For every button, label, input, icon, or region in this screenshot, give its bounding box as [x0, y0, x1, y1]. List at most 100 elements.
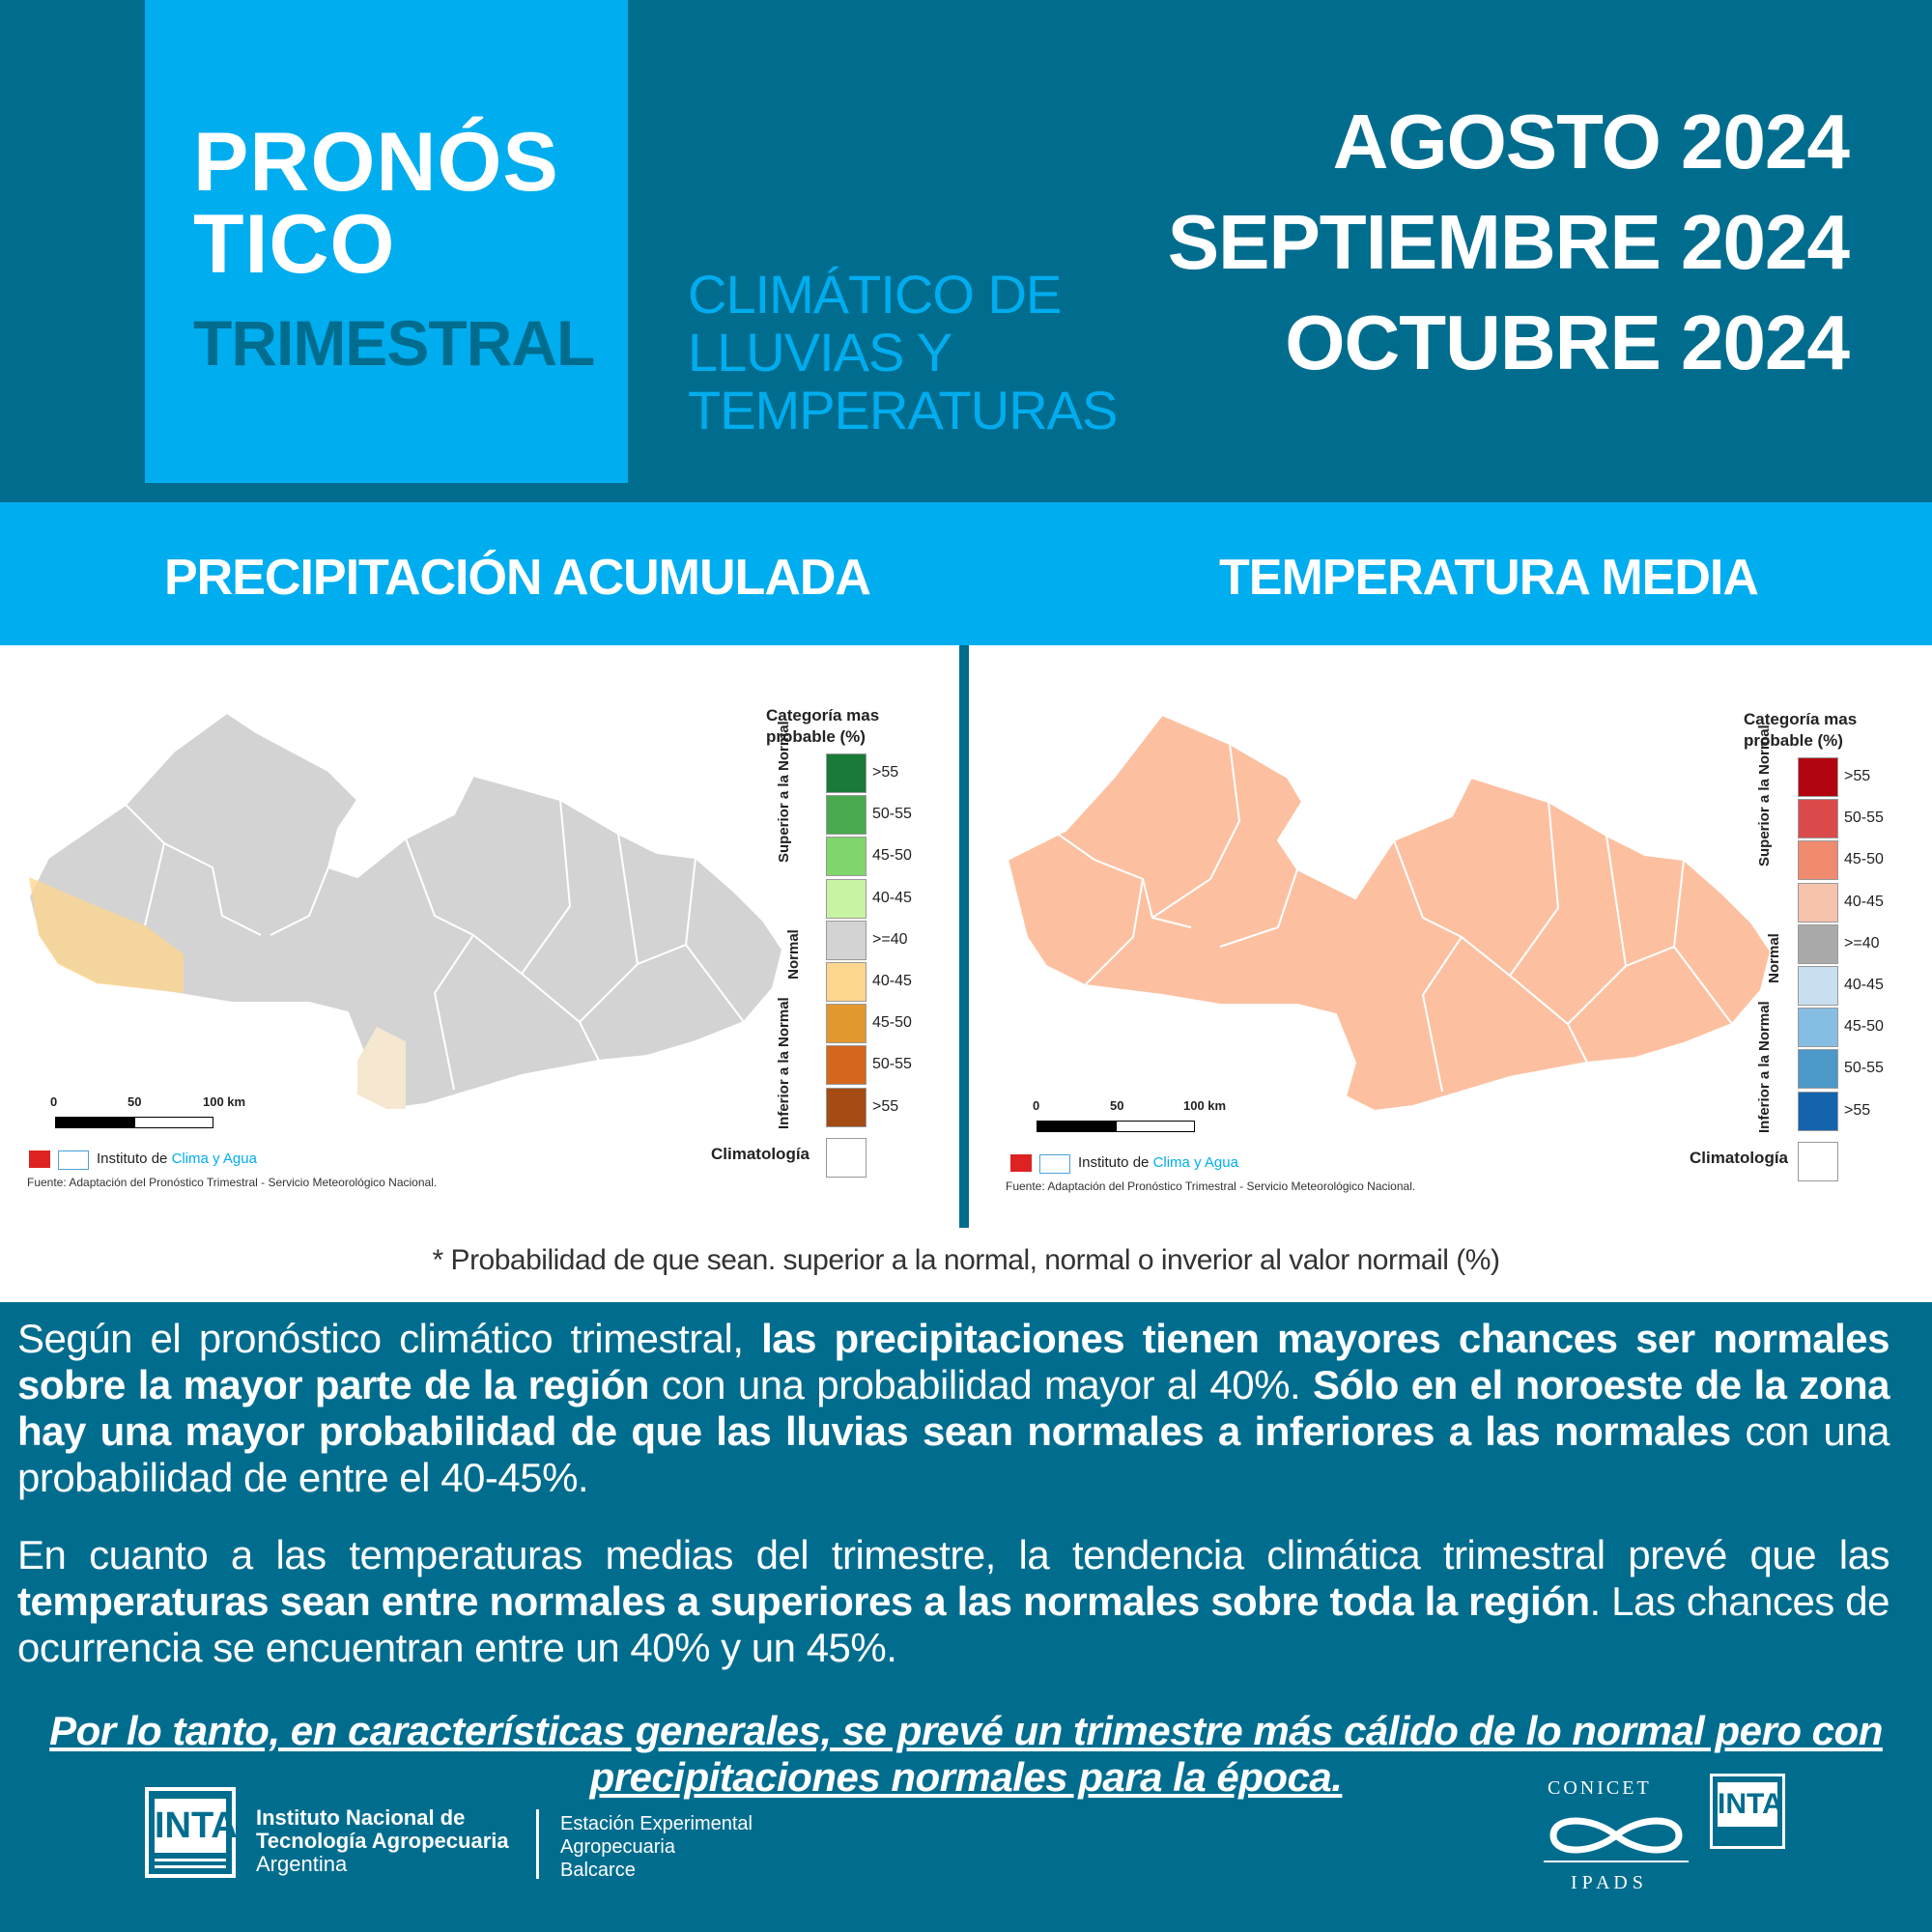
inta-name-line: Instituto Nacional de: [256, 1805, 466, 1830]
text-run-bold: Sólo en el noroeste de la zona hay una m…: [17, 1362, 1890, 1454]
legend-swatch: [826, 1087, 867, 1127]
legend-swatch: [1798, 840, 1838, 881]
source-text: Fuente: Adaptación del Pronóstico Trimes…: [1006, 1179, 1416, 1193]
months-list: AGOSTO 2024 SEPTIEMBRE 2024 OCTUBRE 2024: [1168, 92, 1850, 393]
legend-label: >55: [872, 764, 899, 781]
logo-line: [155, 1859, 226, 1861]
scale-bar-black: [55, 1117, 134, 1128]
legend-swatch: [1798, 1008, 1838, 1048]
legend-title-line: Categoría mas: [1744, 710, 1858, 728]
legend-label: >=40: [1844, 934, 1880, 952]
inta-mini-logo: [1010, 1154, 1032, 1172]
conclusion: Por lo tanto, en características general…: [49, 1708, 1883, 1800]
text-run: En cuanto a las temperaturas medias del …: [17, 1532, 1890, 1577]
logo-line: [155, 1865, 226, 1868]
credit-highlight: Clima y Agua: [1152, 1154, 1238, 1171]
legend-swatch: [826, 753, 867, 793]
legend-label: 50-55: [872, 806, 912, 823]
scale-label: 100 km: [203, 1094, 246, 1109]
legend-label: 50-55: [1844, 1060, 1884, 1077]
text-run-bold: temperaturas sean entre normales a super…: [17, 1578, 1590, 1624]
section-bar: PRECIPITACIÓN ACUMULADA TEMPERATURA MEDI…: [0, 502, 1932, 645]
legend-label: >=40: [872, 930, 908, 948]
scale-label: 50: [1110, 1098, 1124, 1113]
climatologia-swatch: [826, 1138, 867, 1178]
inta-logo-text: INTA: [155, 1799, 238, 1853]
text-run-bold: las precipitaciones tienen mayores chanc…: [17, 1316, 1889, 1407]
inta-name: Instituto Nacional de Tecnología Agropec…: [256, 1806, 509, 1876]
inta-name-line: Argentina: [256, 1852, 348, 1876]
title-line-1: PRONÓS: [193, 116, 559, 209]
legend-swatch: [1798, 882, 1838, 923]
scale-label: 50: [128, 1094, 142, 1109]
title-box: PRONÓS TICO TRIMESTRAL: [145, 0, 628, 483]
precip-section-title: PRECIPITACIÓN ACUMULADA: [164, 550, 871, 606]
legend-swatch: [826, 920, 867, 960]
conicet-label: CONICET: [1548, 1777, 1652, 1799]
legend-label: >55: [1844, 1101, 1871, 1119]
climatologia-label: Climatología: [1690, 1149, 1789, 1167]
inta-logo-small: INTA: [1710, 1774, 1785, 1849]
legend-group-normal: Normal: [1766, 933, 1782, 983]
station-line: Agropecuaria: [560, 1836, 675, 1858]
clima-agua-icon: [58, 1151, 89, 1170]
station-line: Balcarce: [560, 1860, 636, 1881]
temp-map-panel: Categoría mas probable (%) >55 50-55 45-50…: [969, 645, 1925, 1225]
paragraph-precip: Según el pronóstico climático trimestral…: [17, 1316, 1890, 1501]
legend-swatch: [1798, 966, 1838, 1006]
infinity-logo-icon: [1549, 1817, 1683, 1854]
legend-label: 40-45: [872, 973, 912, 989]
maps-divider: [959, 645, 969, 1228]
legend-title-line: Categoría mas: [766, 706, 880, 724]
title-line-2: TICO: [193, 198, 396, 291]
legend-label: >55: [1844, 768, 1871, 784]
legend-label: 45-50: [872, 1014, 912, 1032]
header: PRONÓS TICO TRIMESTRAL CLIMÁTICO DE LLUV…: [0, 0, 1932, 502]
legend-swatch: [826, 962, 867, 1002]
text-run: con una probabilidad de entre el 40-45%.: [17, 1408, 1890, 1500]
precip-map-panel: Categoría mas probable (%) >55 50-55 45-50…: [0, 645, 956, 1225]
scale-bar-white: [1116, 1121, 1195, 1132]
ipads-label: I P A D S: [1571, 1872, 1643, 1893]
month-3: OCTUBRE 2024: [1285, 299, 1850, 385]
legend-swatch: [1798, 757, 1838, 797]
temp-region-map: [1008, 713, 1773, 1113]
inta-mini-logo: [29, 1151, 50, 1168]
credit-prefix: Instituto de: [1078, 1154, 1150, 1171]
legend-title-line: probable (%): [1744, 731, 1843, 750]
legend-group-upper: Superior a la Normal: [1756, 724, 1773, 867]
climatologia-swatch: [1798, 1142, 1838, 1181]
legend-swatch: [826, 878, 867, 919]
month-1: AGOSTO 2024: [1332, 99, 1850, 185]
station-name: Estación Experimental Agropecuaria Balca…: [560, 1812, 753, 1882]
scale-label: 100 km: [1183, 1098, 1227, 1113]
subtitle-line: CLIMÁTICO DE: [688, 264, 1062, 325]
footnote: * Probabilidad de que sean. superior a l…: [432, 1244, 1500, 1276]
footer-divider: [536, 1809, 539, 1879]
legend-title-line: probable (%): [766, 727, 866, 746]
inta-logo-small-text: INTA: [1718, 1782, 1783, 1827]
legend-swatch: [826, 837, 867, 877]
legend-swatch: [826, 1045, 867, 1086]
legend-label: 40-45: [1844, 977, 1884, 993]
legend-swatch: [826, 1004, 867, 1044]
credit-prefix: Instituto de: [97, 1151, 168, 1167]
scale-bar-white: [134, 1117, 213, 1128]
subtitle-line: LLUVIAS Y: [688, 322, 952, 383]
legend-swatch: [1798, 923, 1838, 964]
legend-group-lower: Inferior a la Normal: [776, 997, 792, 1129]
temp-section-title: TEMPERATURA MEDIA: [1219, 550, 1759, 606]
station-line: Estación Experimental: [560, 1813, 753, 1834]
text-run: . Las chances de ocurrencia se encuentra…: [17, 1578, 1890, 1670]
text-section: Según el pronóstico climático trimestral…: [0, 1302, 1932, 1932]
legend-label: 50-55: [1844, 810, 1884, 827]
text-run: con una probabilidad mayor al 40%.: [648, 1362, 1313, 1407]
climatologia-label: Climatología: [711, 1145, 810, 1163]
legend-label: 40-45: [1844, 893, 1884, 910]
legend-swatch: [1798, 1091, 1838, 1131]
legend-group-normal: Normal: [785, 929, 802, 980]
scale-bar-black: [1037, 1121, 1116, 1132]
legend-group-upper: Superior a la Normal: [776, 721, 792, 863]
inta-name-line: Tecnología Agropecuaria: [256, 1829, 509, 1853]
legend-label: 40-45: [872, 889, 912, 906]
